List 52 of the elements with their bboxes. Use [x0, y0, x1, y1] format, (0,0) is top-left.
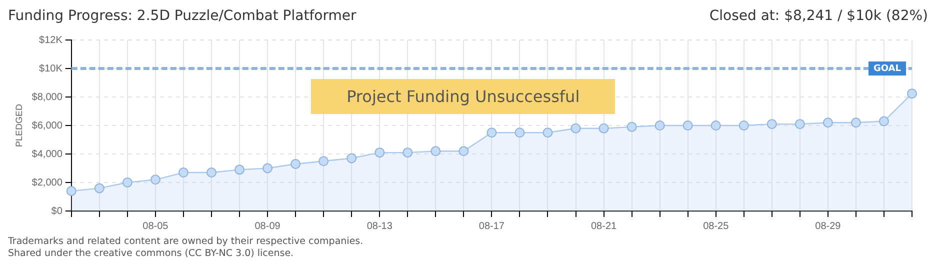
text: Trademarks and related content are owned by their respective companies. [8, 236, 364, 248]
point [598, 123, 609, 134]
x-tick-label: 08-21 [590, 220, 617, 232]
y-tick-label: $0 [51, 206, 63, 217]
y-tick-label: $12K [39, 34, 63, 46]
x-tick-label: 08-13 [366, 220, 393, 232]
point [262, 163, 273, 174]
y-axis-title: PLEDGED [14, 103, 24, 148]
notice-banner: Project Funding Unsuccessful [310, 79, 616, 114]
point [654, 120, 665, 130]
point [514, 128, 525, 138]
point [346, 153, 357, 164]
point [290, 158, 301, 169]
y-tick-label: $10K [39, 63, 63, 74]
chart-title: Funding Progress: 2.5D Puzzle/Combat Platformer [8, 8, 356, 24]
y-tick-label: $8,000 [32, 92, 63, 103]
point [234, 164, 245, 175]
point [878, 116, 889, 126]
point [766, 119, 777, 130]
point [626, 122, 637, 132]
x-tick-label: 08-25 [703, 220, 730, 232]
point [374, 148, 385, 158]
chart-subtitle: Closed at: $8,241 / $10k (82%) [709, 8, 928, 24]
text: Shared under the creative commons (CC BY-NC 3.0) license. [8, 248, 295, 260]
point [907, 88, 917, 99]
point [486, 128, 497, 138]
point [542, 128, 553, 138]
point [402, 148, 413, 158]
point [430, 146, 441, 156]
point [738, 120, 749, 130]
point [206, 168, 216, 178]
point [94, 183, 104, 194]
ref-line-label: GOAL [874, 64, 902, 74]
point [794, 119, 805, 130]
y-tick-label: $6,000 [32, 120, 63, 132]
y-tick-label: $2,000 [32, 177, 63, 188]
point [682, 120, 693, 130]
point [150, 174, 160, 185]
point [822, 118, 833, 128]
x-tick-label: 08-29 [815, 220, 842, 232]
point [710, 120, 721, 130]
point [122, 178, 132, 188]
point [850, 118, 861, 128]
y-tick-label: $4,000 [32, 148, 63, 160]
point [570, 123, 581, 134]
point [318, 156, 329, 166]
x-tick-label: 08-05 [142, 220, 169, 232]
point [66, 186, 76, 196]
x-tick-label: 08-09 [254, 220, 281, 232]
point [178, 168, 188, 178]
x-tick-label: 08-17 [478, 220, 505, 232]
point [458, 146, 469, 156]
